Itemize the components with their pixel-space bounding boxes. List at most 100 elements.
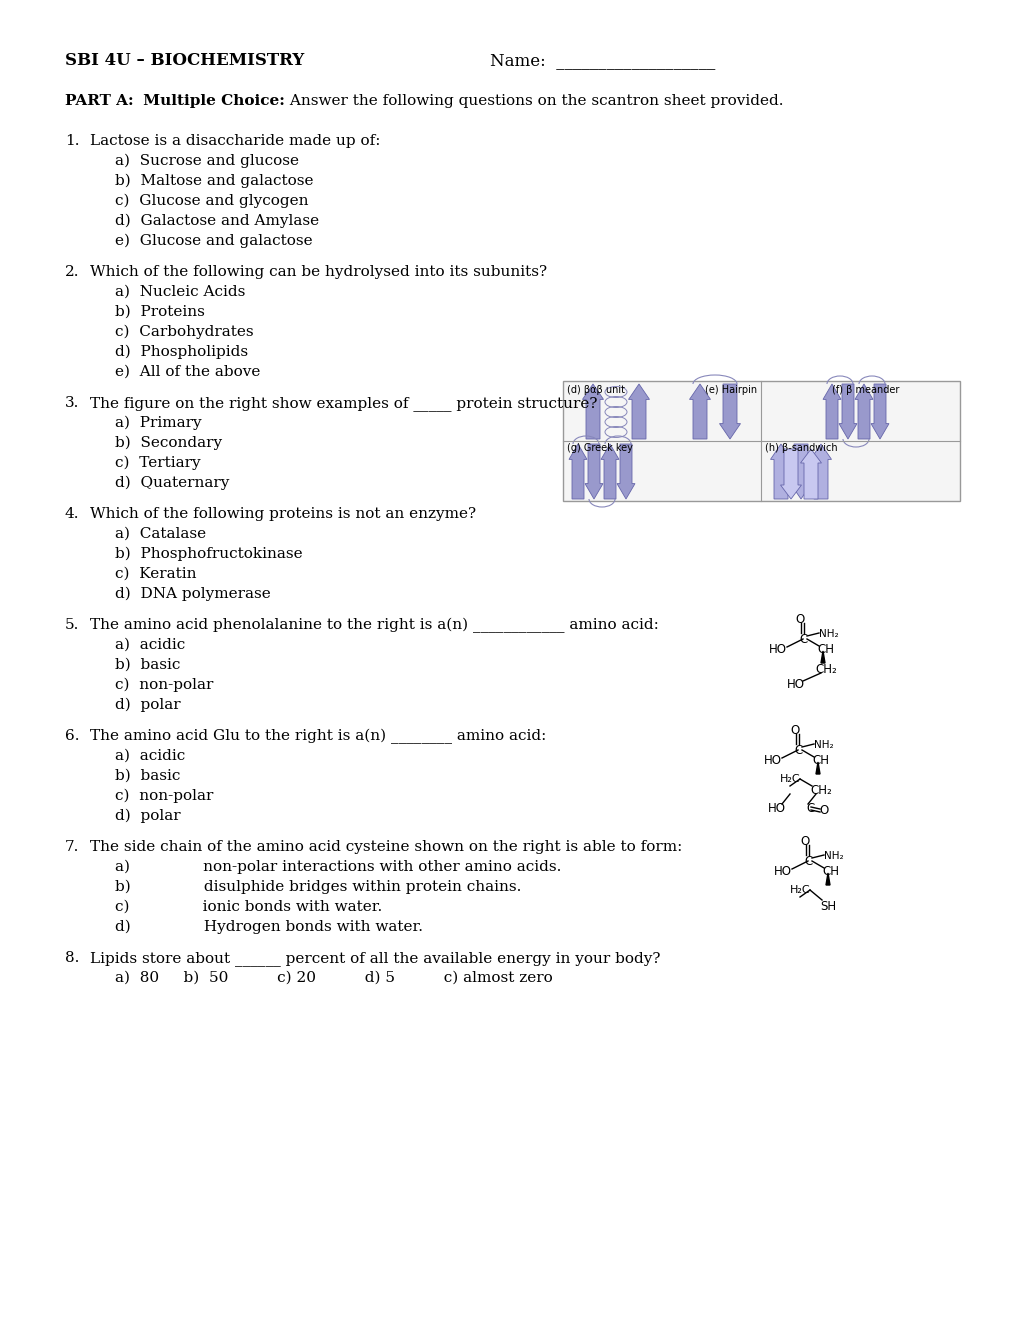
Polygon shape: [810, 444, 830, 499]
Text: b)  Secondary: b) Secondary: [115, 436, 222, 450]
Text: a)  Nucleic Acids: a) Nucleic Acids: [115, 285, 246, 300]
Text: HO: HO: [773, 865, 791, 878]
Polygon shape: [780, 449, 801, 499]
Text: CH: CH: [816, 643, 834, 656]
Polygon shape: [628, 384, 649, 440]
Text: a)  Sucrose and glucose: a) Sucrose and glucose: [115, 154, 299, 169]
Text: a)  acidic: a) acidic: [115, 748, 185, 763]
Text: b)  basic: b) basic: [115, 770, 180, 783]
Text: C: C: [798, 634, 806, 645]
Text: c)               ionic bonds with water.: c) ionic bonds with water.: [115, 900, 382, 913]
Text: b)  Phosphofructokinase: b) Phosphofructokinase: [115, 546, 303, 561]
Text: Which of the following can be hydrolysed into its subunits?: Which of the following can be hydrolysed…: [90, 265, 546, 279]
Text: H₂C: H₂C: [780, 774, 800, 784]
Text: SH: SH: [819, 900, 836, 913]
Polygon shape: [689, 384, 710, 440]
Polygon shape: [718, 384, 740, 440]
Polygon shape: [582, 384, 603, 440]
Text: a)               non-polar interactions with other amino acids.: a) non-polar interactions with other ami…: [115, 861, 560, 874]
Text: b)  basic: b) basic: [115, 657, 180, 672]
Text: The figure on the right show examples of _____ protein structure?: The figure on the right show examples of…: [90, 396, 597, 411]
Text: e)  Glucose and galactose: e) Glucose and galactose: [115, 234, 312, 248]
Text: d)  polar: d) polar: [115, 698, 180, 713]
Text: CH: CH: [811, 754, 828, 767]
Text: PART A:: PART A:: [65, 94, 133, 108]
Text: d)  Galactose and Amylase: d) Galactose and Amylase: [115, 214, 319, 228]
Text: a)  80     b)  50          c) 20          d) 5          c) almost zero: a) 80 b) 50 c) 20 d) 5 c) almost zero: [115, 972, 552, 985]
Text: O: O: [799, 836, 808, 847]
Text: 8.: 8.: [65, 950, 79, 965]
Polygon shape: [569, 444, 586, 499]
Text: c)  Glucose and glycogen: c) Glucose and glycogen: [115, 194, 308, 209]
Text: b)  Proteins: b) Proteins: [115, 305, 205, 319]
Text: SBI 4U – BIOCHEMISTRY: SBI 4U – BIOCHEMISTRY: [65, 51, 304, 69]
Text: NH₂: NH₂: [823, 851, 843, 861]
Polygon shape: [822, 384, 841, 440]
Polygon shape: [585, 444, 602, 499]
Text: c)  non-polar: c) non-polar: [115, 789, 213, 804]
Polygon shape: [616, 444, 635, 499]
Polygon shape: [839, 384, 856, 440]
Text: d)  Phospholipids: d) Phospholipids: [115, 345, 248, 359]
Text: (g) Greek key: (g) Greek key: [567, 444, 632, 453]
Text: d)               Hydrogen bonds with water.: d) Hydrogen bonds with water.: [115, 920, 423, 935]
Text: d)  Quaternary: d) Quaternary: [115, 477, 229, 491]
Text: O: O: [794, 612, 803, 626]
Text: b)               disulphide bridges within protein chains.: b) disulphide bridges within protein cha…: [115, 880, 521, 895]
Text: C: C: [805, 803, 813, 814]
Text: c)  non-polar: c) non-polar: [115, 678, 213, 693]
Polygon shape: [815, 762, 819, 774]
Polygon shape: [800, 449, 820, 499]
Text: O: O: [818, 804, 827, 817]
Polygon shape: [825, 873, 829, 884]
Text: CH: CH: [821, 865, 839, 878]
Text: a)  Catalase: a) Catalase: [115, 527, 206, 541]
Text: HO: HO: [767, 803, 786, 814]
Text: a)  acidic: a) acidic: [115, 638, 185, 652]
Text: CH₂: CH₂: [809, 784, 830, 797]
Polygon shape: [854, 384, 872, 440]
Text: Name:  ___________________: Name: ___________________: [489, 51, 714, 69]
Text: c)  Carbohydrates: c) Carbohydrates: [115, 325, 254, 339]
Text: C: C: [803, 855, 811, 869]
Text: Lipids store about ______ percent of all the available energy in your body?: Lipids store about ______ percent of all…: [90, 950, 660, 966]
Text: The side chain of the amino acid cysteine shown on the right is able to form:: The side chain of the amino acid cystein…: [90, 840, 682, 854]
Text: 6.: 6.: [65, 729, 79, 743]
Text: 4.: 4.: [65, 507, 79, 521]
Text: d)  DNA polymerase: d) DNA polymerase: [115, 587, 270, 602]
Text: Which of the following proteins is not an enzyme?: Which of the following proteins is not a…: [90, 507, 476, 521]
Text: 7.: 7.: [65, 840, 79, 854]
Text: The amino acid phenolalanine to the right is a(n) ____________ amino acid:: The amino acid phenolalanine to the righ…: [90, 618, 658, 634]
Polygon shape: [870, 384, 889, 440]
Text: 1.: 1.: [65, 135, 79, 148]
Polygon shape: [820, 651, 824, 663]
Text: O: O: [790, 723, 799, 737]
Text: c)  Tertiary: c) Tertiary: [115, 455, 201, 470]
Text: NH₂: NH₂: [813, 741, 833, 750]
Text: CH₂: CH₂: [814, 663, 836, 676]
Text: 2.: 2.: [65, 265, 79, 279]
Text: NH₂: NH₂: [818, 630, 838, 639]
Text: (d) βαβ unit: (d) βαβ unit: [567, 385, 625, 395]
Text: HO: HO: [763, 754, 782, 767]
Text: 5.: 5.: [65, 618, 79, 632]
Bar: [562, 381, 959, 502]
Text: HO: HO: [787, 678, 804, 690]
Text: (h) β-sandwich: (h) β-sandwich: [764, 444, 837, 453]
Text: C: C: [793, 744, 802, 756]
Polygon shape: [769, 444, 791, 499]
Text: (e) Hairpin: (e) Hairpin: [704, 385, 756, 395]
Text: b)  Maltose and galactose: b) Maltose and galactose: [115, 174, 313, 189]
Text: H₂C: H₂C: [790, 884, 810, 895]
Text: (f) β meander: (f) β meander: [832, 385, 899, 395]
Text: d)  polar: d) polar: [115, 809, 180, 824]
Text: e)  All of the above: e) All of the above: [115, 366, 260, 379]
Text: 3.: 3.: [65, 396, 79, 411]
Polygon shape: [790, 444, 811, 499]
Text: a)  Primary: a) Primary: [115, 416, 202, 430]
Text: HO: HO: [768, 643, 787, 656]
Text: Answer the following questions on the scantron sheet provided.: Answer the following questions on the sc…: [284, 94, 783, 108]
Text: c)  Keratin: c) Keratin: [115, 568, 197, 581]
Text: The amino acid Glu to the right is a(n) ________ amino acid:: The amino acid Glu to the right is a(n) …: [90, 729, 546, 744]
Polygon shape: [600, 444, 619, 499]
